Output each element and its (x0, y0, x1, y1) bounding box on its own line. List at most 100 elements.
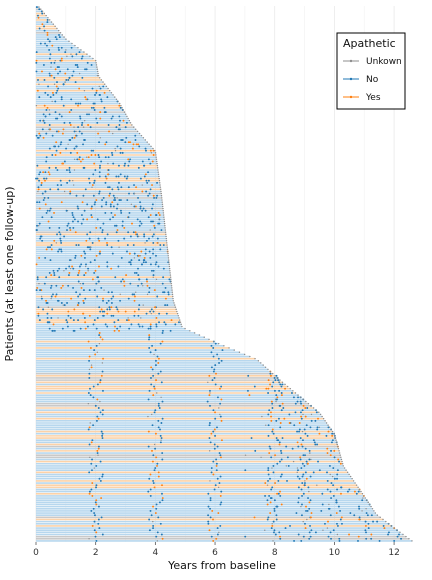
visit-point-140-1 (37, 306, 40, 309)
visit-point-180-0 (87, 392, 90, 394)
visit-point-41-4 (46, 94, 49, 96)
visit-point-134-6 (133, 293, 136, 296)
visit-point-124-6 (48, 271, 51, 274)
visit-point-85-1 (149, 188, 152, 191)
visit-point-204-6 (314, 443, 317, 446)
visit-point-242-4 (309, 524, 311, 527)
visit-point-209-0 (97, 454, 99, 456)
visit-point-130-4 (142, 285, 144, 287)
visit-point-15-0 (55, 38, 58, 41)
visit-point-44-3 (54, 100, 57, 103)
visit-point-89-7 (116, 197, 118, 199)
visit-point-106-3 (152, 233, 155, 236)
visit-point-232-9 (368, 503, 371, 506)
visit-point-144-9 (177, 315, 180, 317)
visit-point-124-1 (93, 271, 96, 274)
visit-point-46-5 (120, 104, 122, 107)
visit-point-54-6 (129, 122, 132, 124)
visit-point-84-0 (116, 186, 119, 189)
visit-point-129-2 (79, 282, 82, 285)
visit-point-156-1 (161, 340, 164, 343)
visit-point-248-10 (408, 538, 410, 540)
visit-point-41-2 (94, 94, 96, 96)
visit-point-177-5 (280, 385, 283, 388)
visit-point-214-1 (156, 464, 158, 467)
visit-point-186-5 (278, 404, 281, 407)
visit-point-239-8 (358, 518, 361, 521)
visit-point-73-6 (62, 162, 65, 165)
visit-point-175-6 (281, 381, 284, 383)
visit-point-131-4 (72, 286, 75, 289)
visit-point-78-3 (92, 173, 95, 176)
visit-point-114-6 (83, 250, 86, 253)
visit-point-210-8 (340, 456, 342, 459)
visit-point-160-0 (93, 349, 96, 352)
visit-point-234-2 (209, 507, 211, 510)
visit-point-232-2 (219, 503, 222, 506)
visit-point-86-1 (69, 190, 72, 193)
visit-point-116-6 (74, 254, 77, 257)
visit-point-58-5 (108, 130, 110, 133)
visit-point-216-6 (244, 469, 247, 472)
visit-point-150-0 (128, 327, 131, 330)
visit-point-95-8 (162, 210, 164, 212)
visit-point-112-1 (47, 246, 49, 249)
legend-marker-yes (349, 95, 353, 99)
visit-point-85-7 (57, 188, 60, 191)
visit-point-230-7 (266, 499, 269, 502)
visit-point-80-4 (105, 177, 108, 180)
visit-point-111-6 (50, 244, 53, 247)
visit-point-138-5 (66, 301, 68, 304)
visit-point-197-2 (213, 428, 216, 431)
visit-point-164-2 (217, 357, 220, 360)
visit-point-115-2 (144, 252, 147, 255)
visit-point-135-2 (50, 295, 53, 298)
visit-point-23-2 (66, 55, 68, 58)
visit-point-59-1 (45, 132, 48, 135)
visit-point-19-1 (70, 46, 73, 49)
visit-point-155-0 (101, 338, 104, 341)
visit-point-116-2 (155, 254, 157, 257)
visit-point-69-6 (51, 154, 54, 156)
visit-point-214-4 (303, 464, 306, 467)
visit-point-188-1 (154, 409, 157, 412)
visit-point-129-4 (161, 282, 164, 285)
visit-point-138-0 (110, 301, 113, 304)
visit-point-213-0 (90, 462, 93, 465)
visit-point-133-2 (163, 291, 166, 294)
visit-point-150-7 (116, 327, 119, 330)
visit-point-141-1 (100, 308, 103, 311)
visit-point-240-8 (376, 520, 379, 523)
visit-point-147-3 (163, 321, 166, 324)
visit-point-107-8 (165, 235, 167, 238)
visit-point-240-5 (327, 520, 329, 523)
visit-point-110-2 (152, 241, 155, 244)
visit-point-106-5 (143, 233, 146, 236)
visit-point-127-5 (168, 278, 171, 281)
visit-point-23-3 (89, 55, 91, 58)
visit-point-218-1 (149, 473, 152, 476)
visit-point-127-6 (91, 278, 94, 281)
visit-point-134-5 (55, 293, 58, 296)
visit-point-229-9 (364, 497, 367, 499)
visit-point-207-3 (280, 449, 282, 452)
visit-point-71-7 (155, 158, 158, 160)
visit-point-133-4 (162, 291, 165, 294)
visit-point-148-9 (180, 323, 182, 326)
visit-point-228-5 (332, 494, 335, 497)
visit-point-65-5 (75, 145, 78, 148)
visit-point-117-4 (83, 256, 86, 259)
visit-point-78-0 (119, 173, 122, 176)
visit-point-190-7 (319, 413, 322, 416)
visit-point-79-5 (143, 175, 146, 178)
visit-point-191-3 (270, 415, 273, 418)
visit-point-202-6 (277, 439, 280, 442)
visit-point-214-0 (95, 464, 98, 467)
visit-point-139-6 (138, 304, 141, 307)
visit-point-242-1 (152, 524, 155, 527)
visit-point-211-8 (340, 458, 343, 461)
visit-point-215-7 (300, 467, 303, 469)
visit-point-136-0 (40, 297, 43, 300)
visit-point-115-4 (128, 252, 131, 255)
visit-point-202-5 (331, 439, 334, 442)
